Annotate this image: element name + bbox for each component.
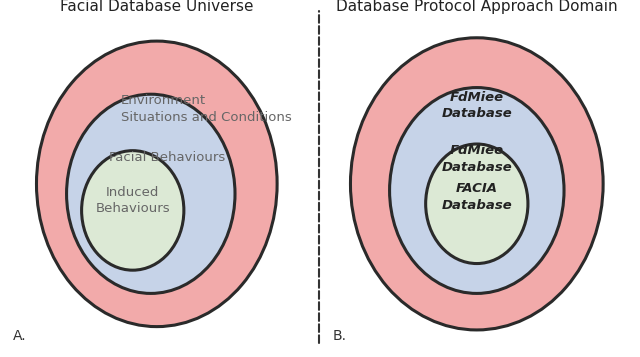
Ellipse shape: [351, 38, 603, 330]
Ellipse shape: [426, 144, 528, 263]
Text: A.: A.: [12, 329, 26, 343]
Ellipse shape: [67, 94, 235, 293]
Text: Environment
Situations and Conditions: Environment Situations and Conditions: [121, 94, 291, 124]
Text: Facial Behaviours: Facial Behaviours: [109, 151, 225, 164]
Ellipse shape: [390, 87, 564, 293]
Text: FdMiee
Database: FdMiee Database: [442, 91, 512, 120]
Title: Facial Database Universe: Facial Database Universe: [60, 0, 253, 14]
Title: Database Protocol Approach Domain: Database Protocol Approach Domain: [336, 0, 618, 14]
Ellipse shape: [36, 41, 277, 327]
Text: B.: B.: [332, 329, 346, 343]
Text: Induced
Behaviours: Induced Behaviours: [95, 186, 170, 215]
Text: FACIA
Database: FACIA Database: [442, 182, 512, 212]
Text: FdMiee
Database: FdMiee Database: [442, 144, 512, 174]
Ellipse shape: [82, 151, 184, 270]
